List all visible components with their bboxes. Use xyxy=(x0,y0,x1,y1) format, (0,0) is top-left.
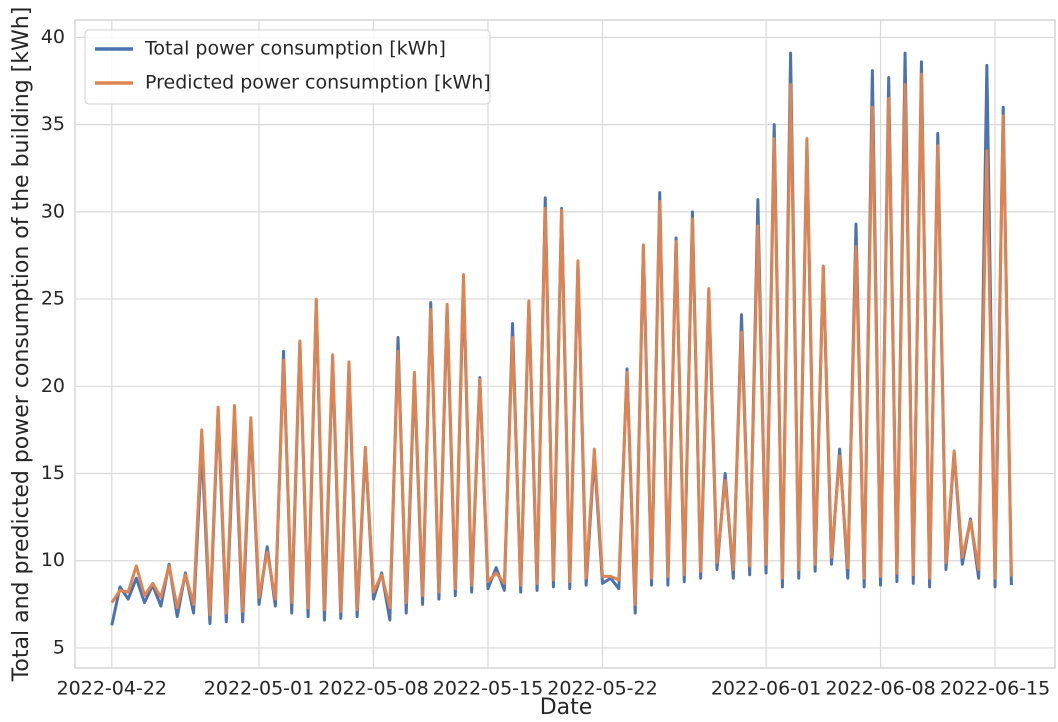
y-tick-label: 25 xyxy=(41,288,65,310)
legend-label: Predicted power consumption [kWh] xyxy=(145,72,491,94)
x-tick-label: 2022-06-08 xyxy=(825,678,935,700)
y-tick-label: 15 xyxy=(41,462,65,484)
legend-box xyxy=(84,29,491,105)
y-tick-label: 40 xyxy=(41,26,65,48)
y-tick-label: 35 xyxy=(41,113,65,135)
y-tick-label: 30 xyxy=(41,200,65,222)
series-line xyxy=(110,72,1013,617)
legend-label: Total power consumption [kWh] xyxy=(144,38,446,60)
x-tick-label: 2022-06-15 xyxy=(940,678,1050,700)
y-tick-label: 10 xyxy=(41,549,65,571)
x-tick-label: 2022-04-22 xyxy=(57,678,167,700)
y-tick-label: 20 xyxy=(41,375,65,397)
y-axis-label: Total and predicted power consumption of… xyxy=(9,7,34,683)
x-tick-label: 2022-05-15 xyxy=(433,678,543,700)
x-tick-label: 2022-05-08 xyxy=(318,678,428,700)
x-tick-label: 2022-05-22 xyxy=(547,678,657,700)
y-tick-label: 5 xyxy=(53,636,65,658)
legend: Total power consumption [kWh] Predicted p… xyxy=(84,29,491,105)
x-tick-label: 2022-05-01 xyxy=(204,678,314,700)
x-tick-label: 2022-06-01 xyxy=(711,678,821,700)
x-axis-label: Date xyxy=(540,695,593,720)
